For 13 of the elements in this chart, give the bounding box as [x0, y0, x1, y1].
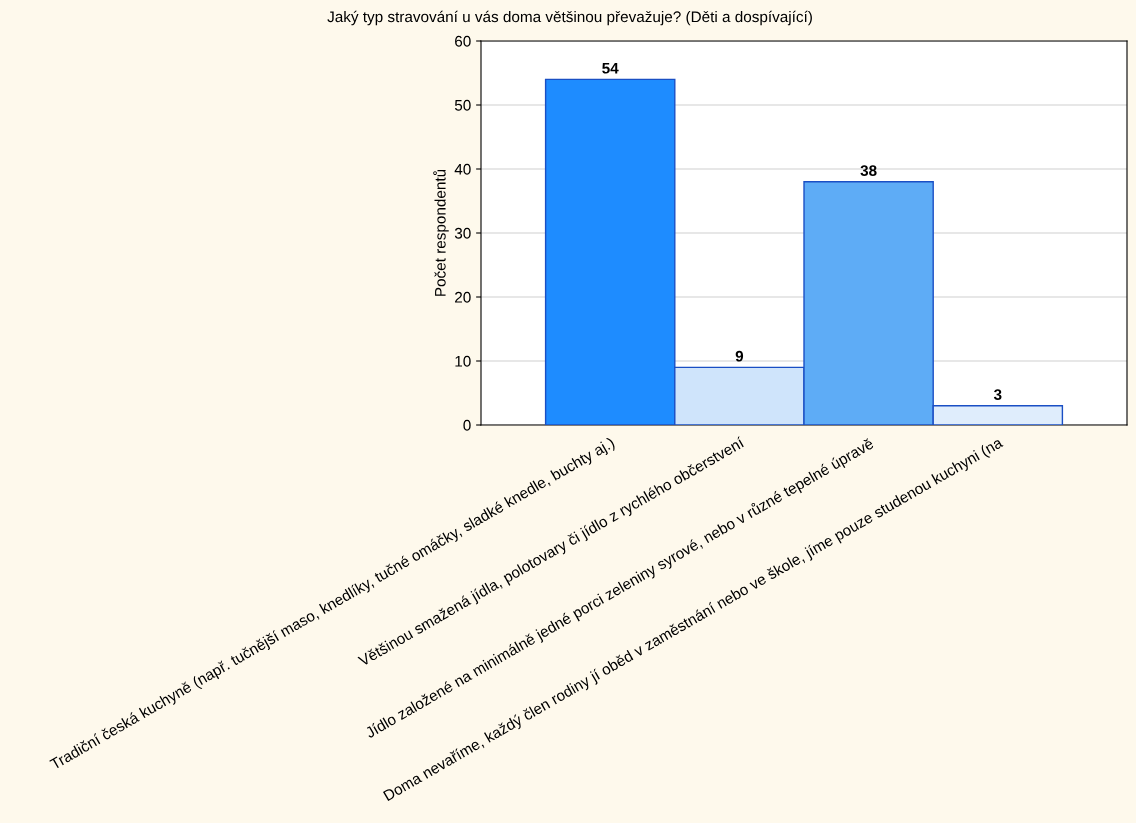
y-tick-label: 0 [463, 419, 471, 431]
y-tick-label: 40 [454, 163, 471, 175]
data-label: 3 [993, 389, 1002, 401]
chart-title: Jaký typ stravování u vás doma většinou převažuje? (Děti a dospívající) [327, 10, 812, 26]
y-tick-label: 60 [455, 35, 471, 47]
data-label: 54 [602, 62, 619, 74]
y-tick-label: 10 [455, 355, 471, 367]
y-tick-label: 30 [454, 227, 471, 239]
y-tick-label: 50 [454, 99, 471, 111]
data-label: 9 [735, 350, 744, 362]
y-axis-title: Počet respondentů [433, 169, 449, 296]
data-label: 38 [860, 165, 877, 177]
y-tick-label: 20 [455, 291, 471, 303]
